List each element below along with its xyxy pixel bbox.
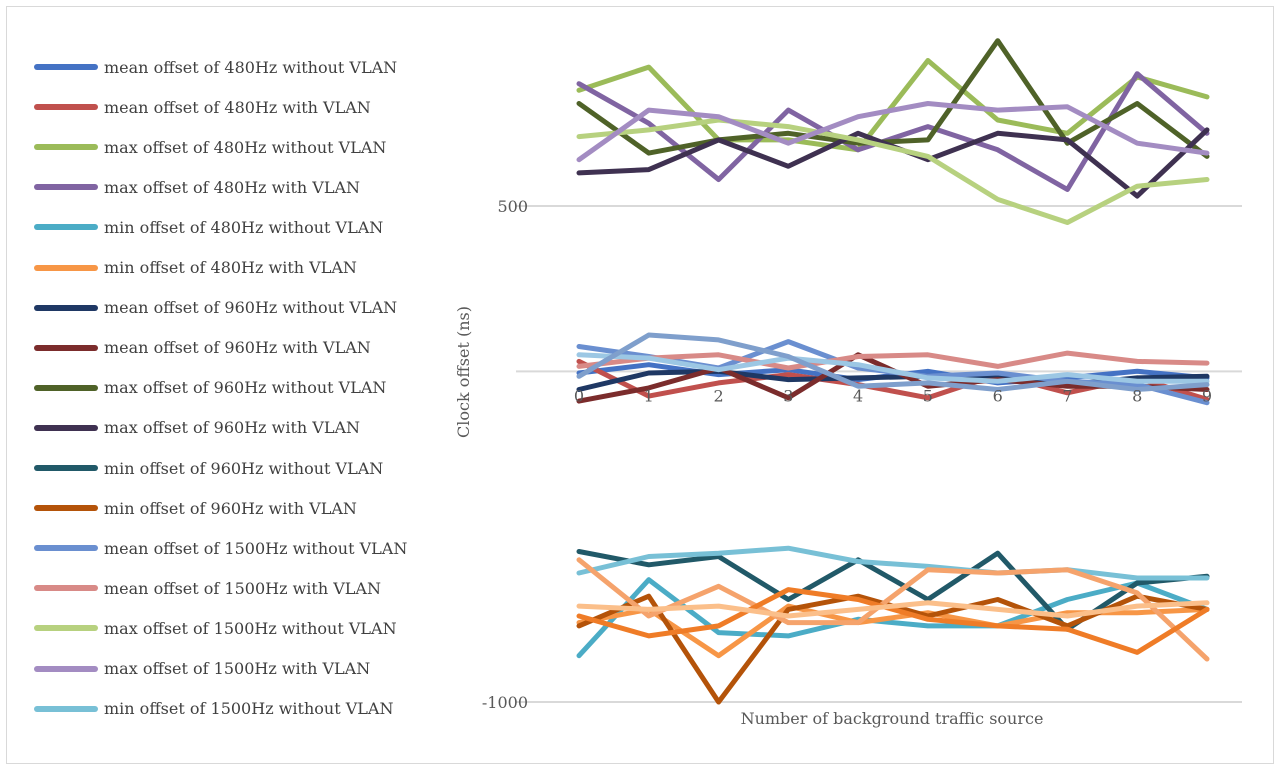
axis-ticks: 500 -1000 0 1 2 3 4 5 6 7 8 9 bbox=[482, 197, 1212, 712]
legend-item: mean offset of 480Hz without VLAN bbox=[34, 52, 397, 82]
legend-swatch bbox=[34, 505, 98, 512]
series-line-18 bbox=[576, 587, 1210, 655]
legend-item: mean offset of 1500Hz without VLAN bbox=[34, 533, 407, 563]
series-lines bbox=[576, 38, 1210, 705]
series-line-10 bbox=[576, 549, 1210, 632]
series-line-15 bbox=[576, 101, 1210, 163]
legend-swatch bbox=[34, 264, 98, 271]
legend-swatch bbox=[34, 705, 98, 712]
legend-label: mean offset of 1500Hz without VLAN bbox=[104, 538, 408, 558]
legend-item: max offset of 960Hz with VLAN bbox=[34, 413, 360, 443]
legend-item: min offset of 480Hz with VLAN bbox=[34, 253, 357, 283]
legend-label: mean offset of 480Hz with VLAN bbox=[104, 97, 371, 117]
legend-label: min offset of 960Hz with VLAN bbox=[104, 498, 357, 518]
legend-label: max offset of 480Hz without VLAN bbox=[104, 137, 387, 157]
legend-item: mean offset of 960Hz with VLAN bbox=[34, 333, 371, 363]
x-tick-label: 8 bbox=[1132, 386, 1142, 405]
legend-swatch bbox=[34, 144, 98, 151]
legend-item: min offset of 960Hz with VLAN bbox=[34, 493, 357, 523]
legend-label: max offset of 1500Hz without VLAN bbox=[104, 618, 397, 638]
legend-swatch bbox=[34, 585, 98, 592]
x-tick-label: 0 bbox=[574, 386, 584, 405]
legend-label: max offset of 960Hz without VLAN bbox=[104, 378, 387, 398]
legend-item: min offset of 960Hz without VLAN bbox=[34, 453, 383, 483]
x-axis-label: Number of background traffic source bbox=[741, 709, 1044, 728]
legend-label: min offset of 480Hz without VLAN bbox=[104, 217, 384, 237]
x-tick-label: 1 bbox=[644, 386, 654, 405]
legend-item: max offset of 480Hz with VLAN bbox=[34, 172, 360, 202]
legend-swatch bbox=[34, 344, 98, 351]
x-tick-label: 6 bbox=[993, 386, 1003, 405]
series-line-16 bbox=[576, 545, 1210, 581]
legend-label: min offset of 480Hz with VLAN bbox=[104, 258, 357, 277]
legend-label: mean offset of 960Hz without VLAN bbox=[104, 298, 398, 318]
legend-label: min offset of 960Hz without VLAN bbox=[104, 458, 384, 478]
legend-item: max offset of 960Hz without VLAN bbox=[34, 373, 386, 403]
series-line-19 bbox=[576, 600, 1210, 619]
series-line-20 bbox=[576, 352, 1210, 384]
legend-swatch bbox=[34, 625, 98, 632]
legend-label: max offset of 480Hz with VLAN bbox=[104, 177, 361, 197]
legend-swatch bbox=[34, 104, 98, 111]
legend-label: min offset of 1500Hz without VLAN bbox=[104, 699, 394, 719]
x-tick-label: 5 bbox=[923, 386, 933, 405]
legend-swatch bbox=[34, 545, 98, 552]
legend-swatch bbox=[34, 184, 98, 191]
legend-swatch bbox=[34, 64, 98, 70]
legend-item: mean offset of 1500Hz with VLAN bbox=[34, 573, 381, 603]
legend-item: max offset of 480Hz without VLAN bbox=[34, 132, 386, 162]
legend-label: mean offset of 960Hz with VLAN bbox=[104, 338, 371, 358]
legend-swatch bbox=[34, 424, 98, 431]
series-line-14 bbox=[576, 117, 1210, 225]
legend-label: mean offset of 1500Hz with VLAN bbox=[104, 578, 381, 598]
legend-label: max offset of 960Hz with VLAN bbox=[104, 418, 361, 438]
legend-swatch bbox=[34, 384, 98, 391]
series-line-3 bbox=[576, 71, 1210, 192]
y-tick-label: -1000 bbox=[482, 693, 528, 712]
legend-label: max offset of 1500Hz with VLAN bbox=[104, 659, 371, 678]
x-tick-label: 4 bbox=[853, 386, 863, 405]
series-line-21 bbox=[576, 332, 1210, 392]
series-line-13 bbox=[576, 350, 1210, 371]
legend-swatch bbox=[34, 465, 98, 471]
legend-item: mean offset of 480Hz with VLAN bbox=[34, 92, 371, 122]
y-tick-label: 500 bbox=[497, 197, 528, 216]
series-line-17 bbox=[576, 557, 1210, 662]
x-tick-label: 3 bbox=[783, 386, 793, 405]
legend-item: min offset of 480Hz without VLAN bbox=[34, 212, 383, 242]
x-tick-label: 9 bbox=[1202, 386, 1212, 405]
legend-item: min offset of 1500Hz without VLAN bbox=[34, 694, 393, 724]
legend-item: mean offset of 960Hz without VLAN bbox=[34, 293, 397, 323]
legend-swatch bbox=[34, 665, 98, 672]
legend-label: mean offset of 480Hz without VLAN bbox=[104, 57, 398, 77]
x-tick-label: 7 bbox=[1062, 386, 1072, 405]
legend-item: max offset of 1500Hz without VLAN bbox=[34, 613, 397, 643]
legend-swatch bbox=[34, 304, 98, 311]
legend-item: max offset of 1500Hz with VLAN bbox=[34, 654, 370, 684]
legend-swatch bbox=[34, 224, 98, 231]
y-axis-label: Clock offset (ns) bbox=[454, 306, 473, 438]
x-tick-label: 2 bbox=[713, 386, 723, 405]
series-line-2 bbox=[576, 58, 1210, 153]
